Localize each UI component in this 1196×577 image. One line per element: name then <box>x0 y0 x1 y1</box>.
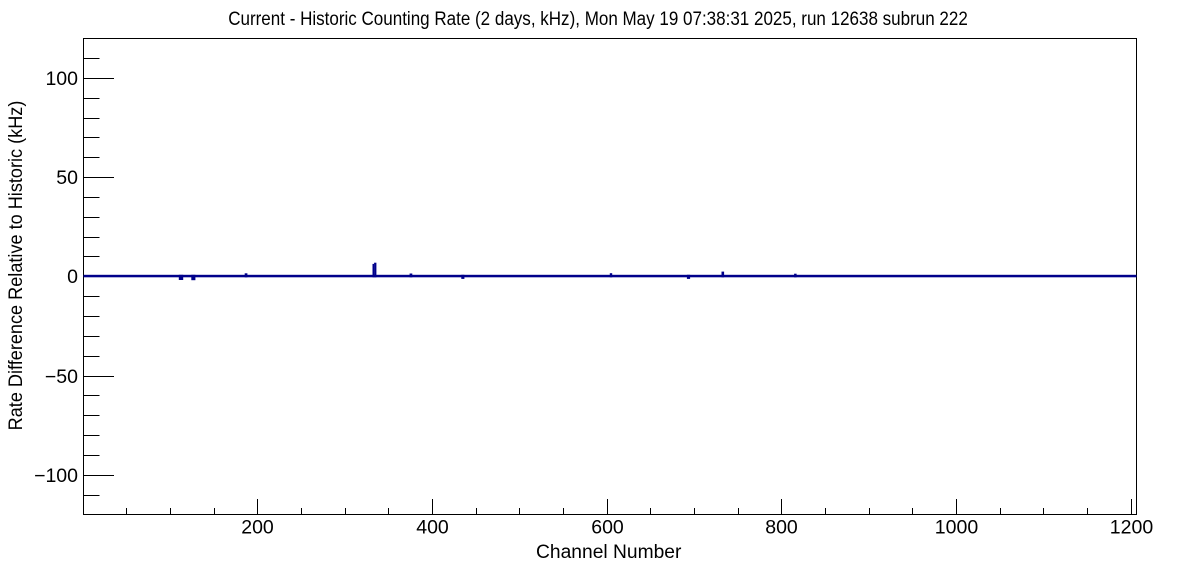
svg-text:200: 200 <box>241 517 274 539</box>
svg-text:Channel Number: Channel Number <box>536 541 682 563</box>
svg-text:Rate Difference Relative to Hi: Rate Difference Relative to Historic (kH… <box>4 101 26 431</box>
svg-text:50: 50 <box>56 167 78 189</box>
svg-text:800: 800 <box>765 517 798 539</box>
svg-text:−100: −100 <box>34 465 78 487</box>
svg-text:1200: 1200 <box>1110 517 1154 539</box>
svg-text:400: 400 <box>416 517 449 539</box>
svg-text:100: 100 <box>45 68 78 90</box>
svg-text:1000: 1000 <box>935 517 979 539</box>
svg-text:0: 0 <box>67 266 78 288</box>
svg-text:600: 600 <box>591 517 624 539</box>
svg-text:−50: −50 <box>45 366 78 388</box>
svg-text:Current - Historic Counting Ra: Current - Historic Counting Rate (2 days… <box>228 7 968 29</box>
